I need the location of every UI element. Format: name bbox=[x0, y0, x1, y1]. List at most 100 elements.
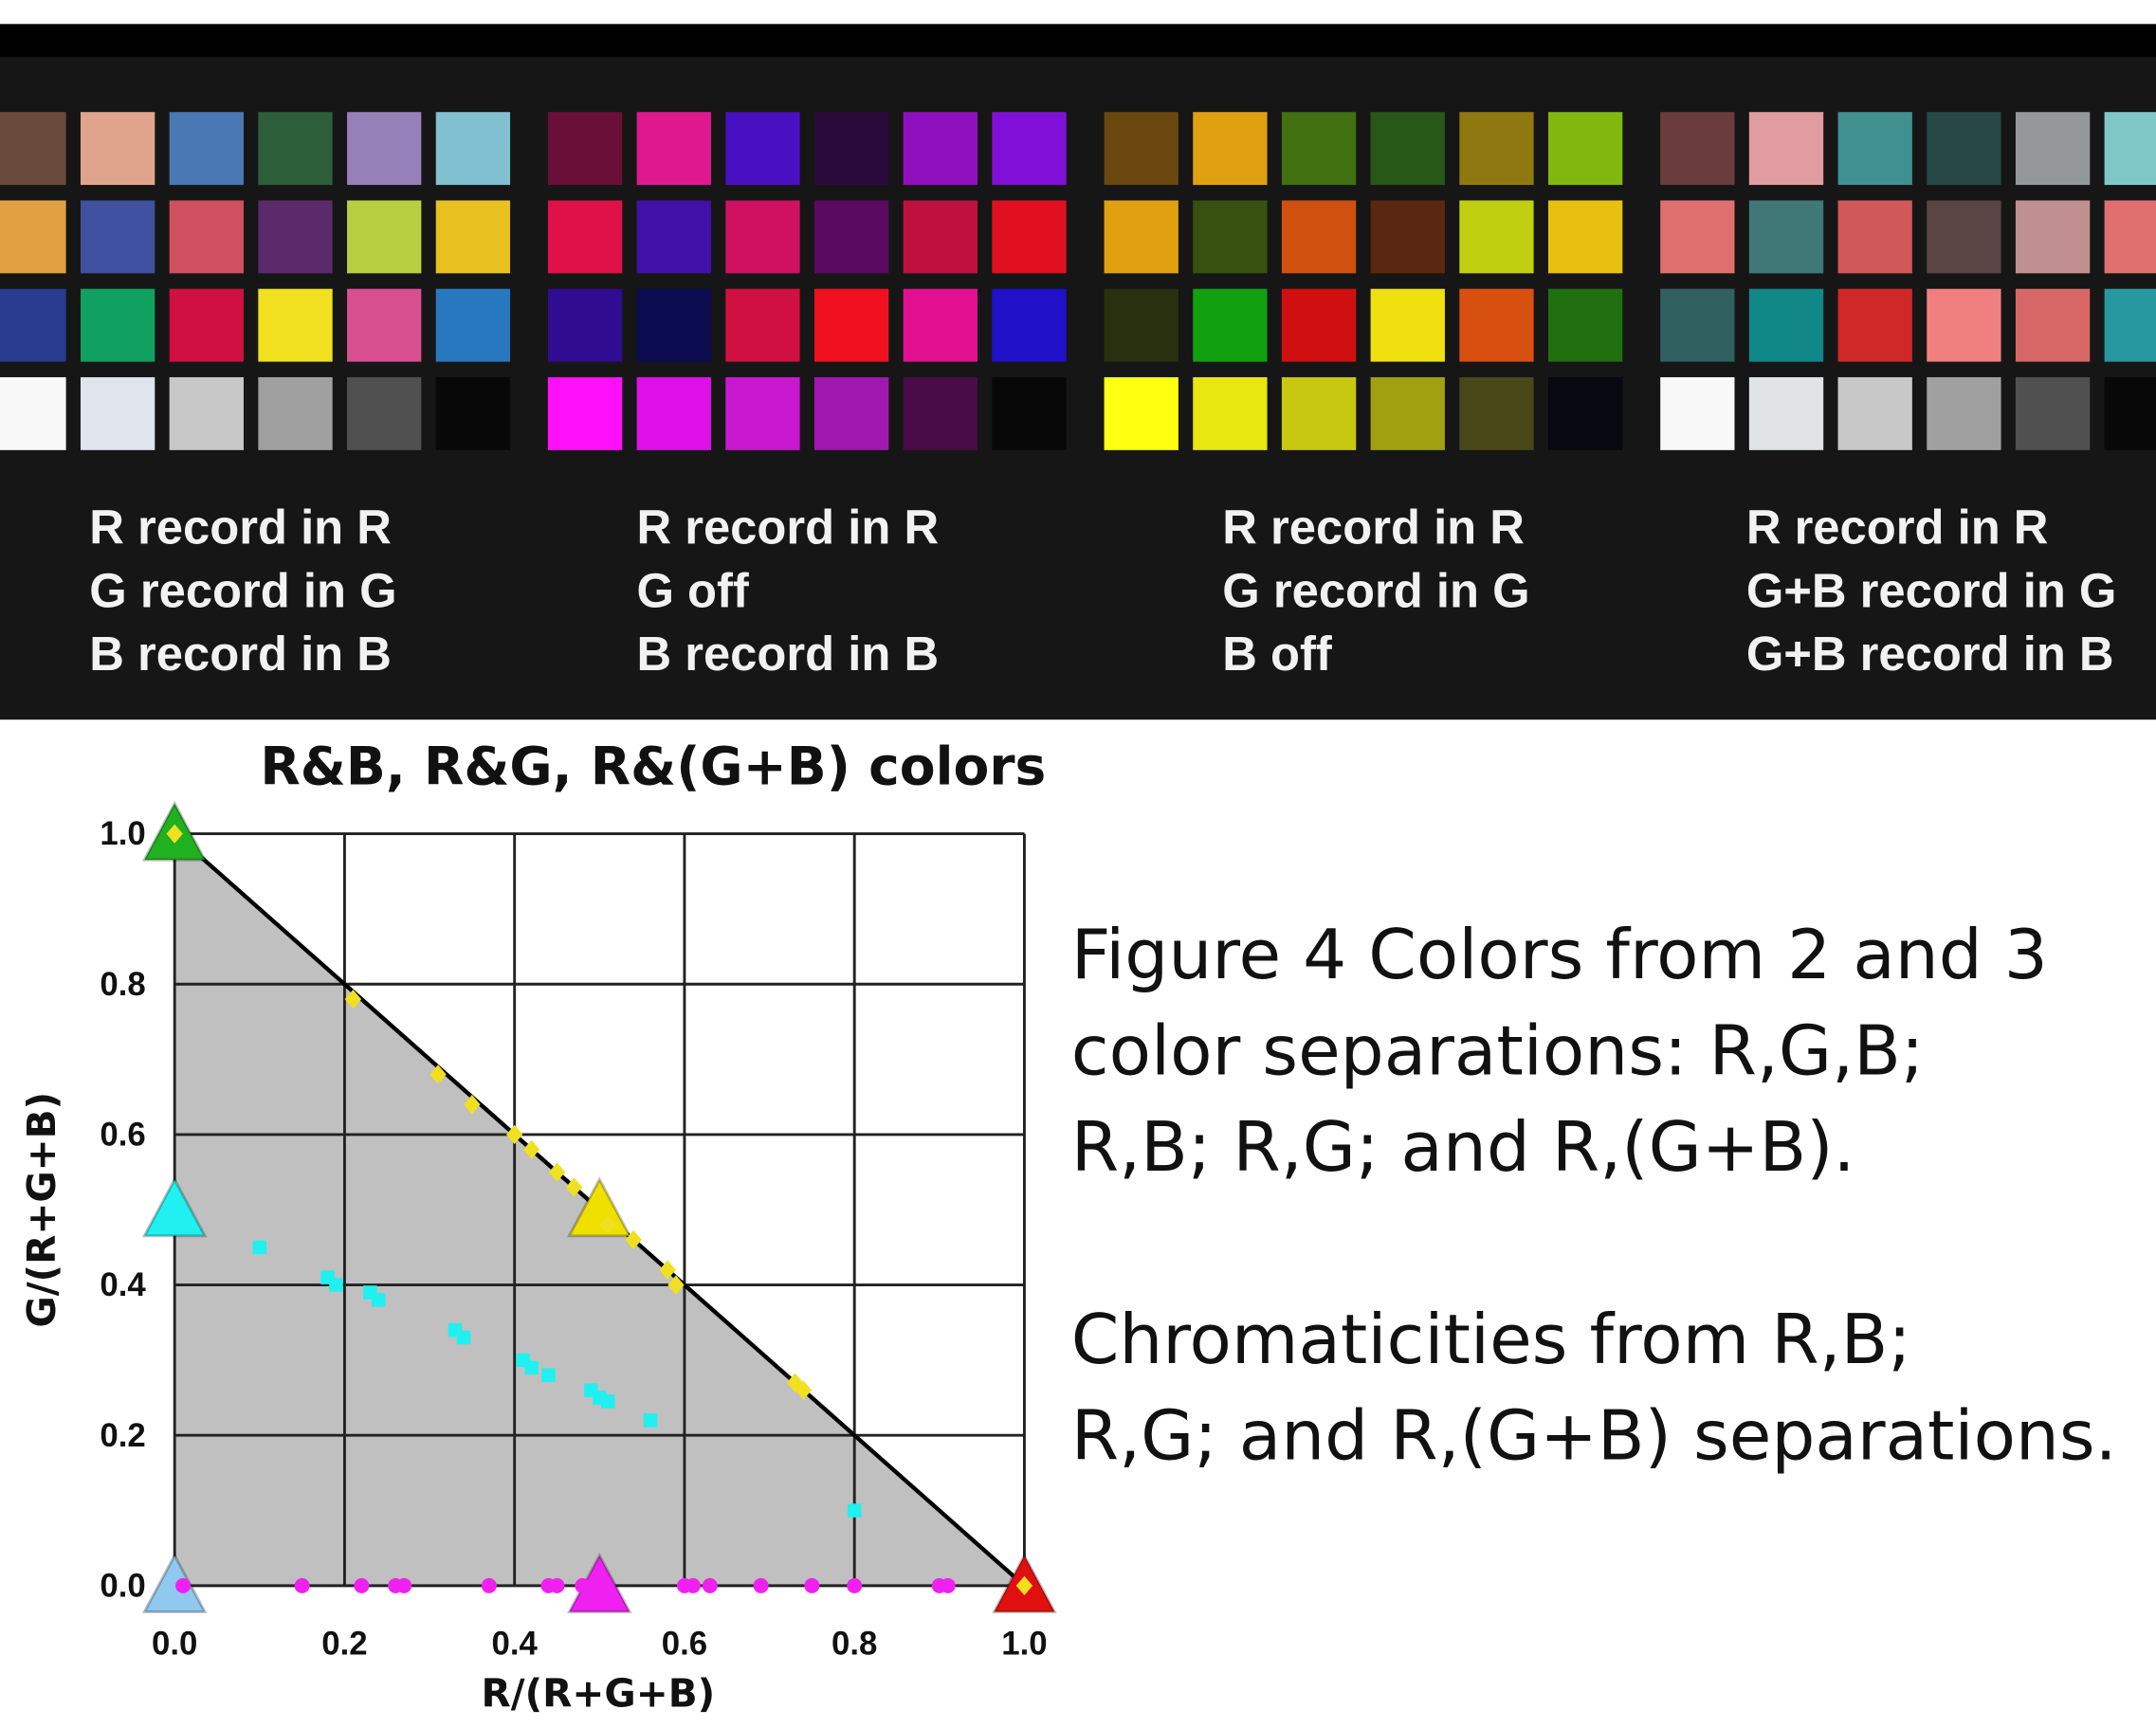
swatch bbox=[258, 377, 332, 450]
swatch bbox=[1371, 289, 1445, 362]
swatch bbox=[1548, 377, 1622, 450]
swatch bbox=[904, 112, 978, 185]
swatch bbox=[725, 377, 799, 450]
swatch bbox=[637, 112, 711, 185]
x-tick-label: 0.6 bbox=[662, 1625, 707, 1662]
swatch bbox=[548, 289, 622, 362]
swatch bbox=[1282, 377, 1356, 450]
panel-label: G+B record in G bbox=[1746, 563, 2117, 617]
panel-label: G record in G bbox=[89, 563, 396, 617]
top-band bbox=[0, 24, 2156, 57]
point bbox=[354, 1578, 369, 1593]
caption: Figure 4 Colors from 2 and 3color separa… bbox=[1071, 916, 2117, 1477]
swatch bbox=[992, 377, 1066, 450]
swatch bbox=[436, 200, 510, 273]
swatch bbox=[0, 112, 66, 185]
panel-label: R record in R bbox=[89, 500, 392, 555]
swatch bbox=[2016, 200, 2090, 273]
swatch bbox=[258, 200, 332, 273]
y-axis-label: G/(R+G+B) bbox=[19, 1092, 64, 1328]
point bbox=[329, 1278, 343, 1292]
y-tick-label: 0.8 bbox=[100, 966, 145, 1003]
swatch bbox=[1105, 200, 1178, 273]
swatch bbox=[2016, 289, 2090, 362]
swatch bbox=[347, 200, 421, 273]
panel-label: B off bbox=[1222, 627, 1332, 681]
point bbox=[644, 1413, 658, 1428]
swatch bbox=[725, 289, 799, 362]
point bbox=[848, 1503, 862, 1518]
swatch bbox=[81, 112, 155, 185]
swatch bbox=[347, 289, 421, 362]
point bbox=[592, 1578, 607, 1593]
swatch bbox=[637, 289, 711, 362]
swatch bbox=[1660, 200, 1734, 273]
x-tick-label: 1.0 bbox=[1001, 1625, 1047, 1662]
swatch bbox=[1193, 289, 1267, 362]
point bbox=[295, 1578, 310, 1593]
swatch bbox=[1749, 112, 1823, 185]
swatch bbox=[637, 377, 711, 450]
swatch bbox=[1282, 112, 1356, 185]
x-tick-label: 0.4 bbox=[491, 1625, 538, 1662]
point bbox=[847, 1578, 862, 1593]
swatch bbox=[1838, 289, 1912, 362]
swatch bbox=[0, 377, 66, 450]
swatch bbox=[1371, 112, 1445, 185]
y-tick-label: 0.4 bbox=[100, 1266, 146, 1303]
panel-label: G record in G bbox=[1222, 563, 1529, 617]
swatch bbox=[992, 200, 1066, 273]
swatch bbox=[1193, 112, 1267, 185]
point bbox=[601, 1394, 615, 1409]
swatch bbox=[1193, 200, 1267, 273]
point bbox=[396, 1578, 411, 1593]
y-tick-label: 1.0 bbox=[100, 815, 145, 852]
swatch bbox=[347, 377, 421, 450]
swatch bbox=[814, 289, 888, 362]
x-tick-label: 0.8 bbox=[831, 1625, 877, 1662]
point bbox=[703, 1578, 718, 1593]
swatch bbox=[1927, 377, 2001, 450]
swatch bbox=[2105, 377, 2156, 450]
swatch bbox=[170, 112, 244, 185]
swatch bbox=[1749, 289, 1823, 362]
swatch bbox=[548, 377, 622, 450]
chart: 0.00.20.40.60.81.00.00.20.40.60.81.0R&B,… bbox=[19, 736, 1054, 1716]
swatch bbox=[1927, 289, 2001, 362]
swatch bbox=[992, 289, 1066, 362]
point bbox=[941, 1578, 956, 1593]
swatch bbox=[436, 289, 510, 362]
point bbox=[575, 1578, 590, 1593]
swatch bbox=[436, 377, 510, 450]
swatch bbox=[81, 200, 155, 273]
swatch bbox=[1105, 289, 1178, 362]
swatch bbox=[1371, 200, 1445, 273]
swatch bbox=[436, 112, 510, 185]
swatch bbox=[258, 289, 332, 362]
swatch bbox=[1282, 289, 1356, 362]
swatch bbox=[170, 200, 244, 273]
swatch bbox=[1927, 200, 2001, 273]
swatch bbox=[1660, 377, 1734, 450]
point bbox=[457, 1331, 471, 1345]
swatch bbox=[992, 112, 1066, 185]
caption-line: R,B; R,G; and R,(G+B). bbox=[1071, 1108, 1855, 1188]
caption-line: Chromaticities from R,B; bbox=[1071, 1301, 1911, 1380]
swatch bbox=[170, 289, 244, 362]
swatch bbox=[1459, 289, 1533, 362]
point bbox=[685, 1578, 701, 1593]
swatch bbox=[258, 112, 332, 185]
swatch bbox=[725, 200, 799, 273]
swatch bbox=[1105, 377, 1178, 450]
swatch bbox=[1459, 200, 1533, 273]
swatch bbox=[0, 289, 66, 362]
swatch bbox=[81, 289, 155, 362]
swatch bbox=[1459, 112, 1533, 185]
figure: R record in RG record in GB record in BR… bbox=[0, 0, 2156, 1728]
swatch bbox=[347, 112, 421, 185]
swatch bbox=[1193, 377, 1267, 450]
point bbox=[804, 1578, 819, 1593]
x-tick-label: 0.0 bbox=[152, 1625, 197, 1662]
point bbox=[754, 1578, 769, 1593]
swatch bbox=[2105, 289, 2156, 362]
